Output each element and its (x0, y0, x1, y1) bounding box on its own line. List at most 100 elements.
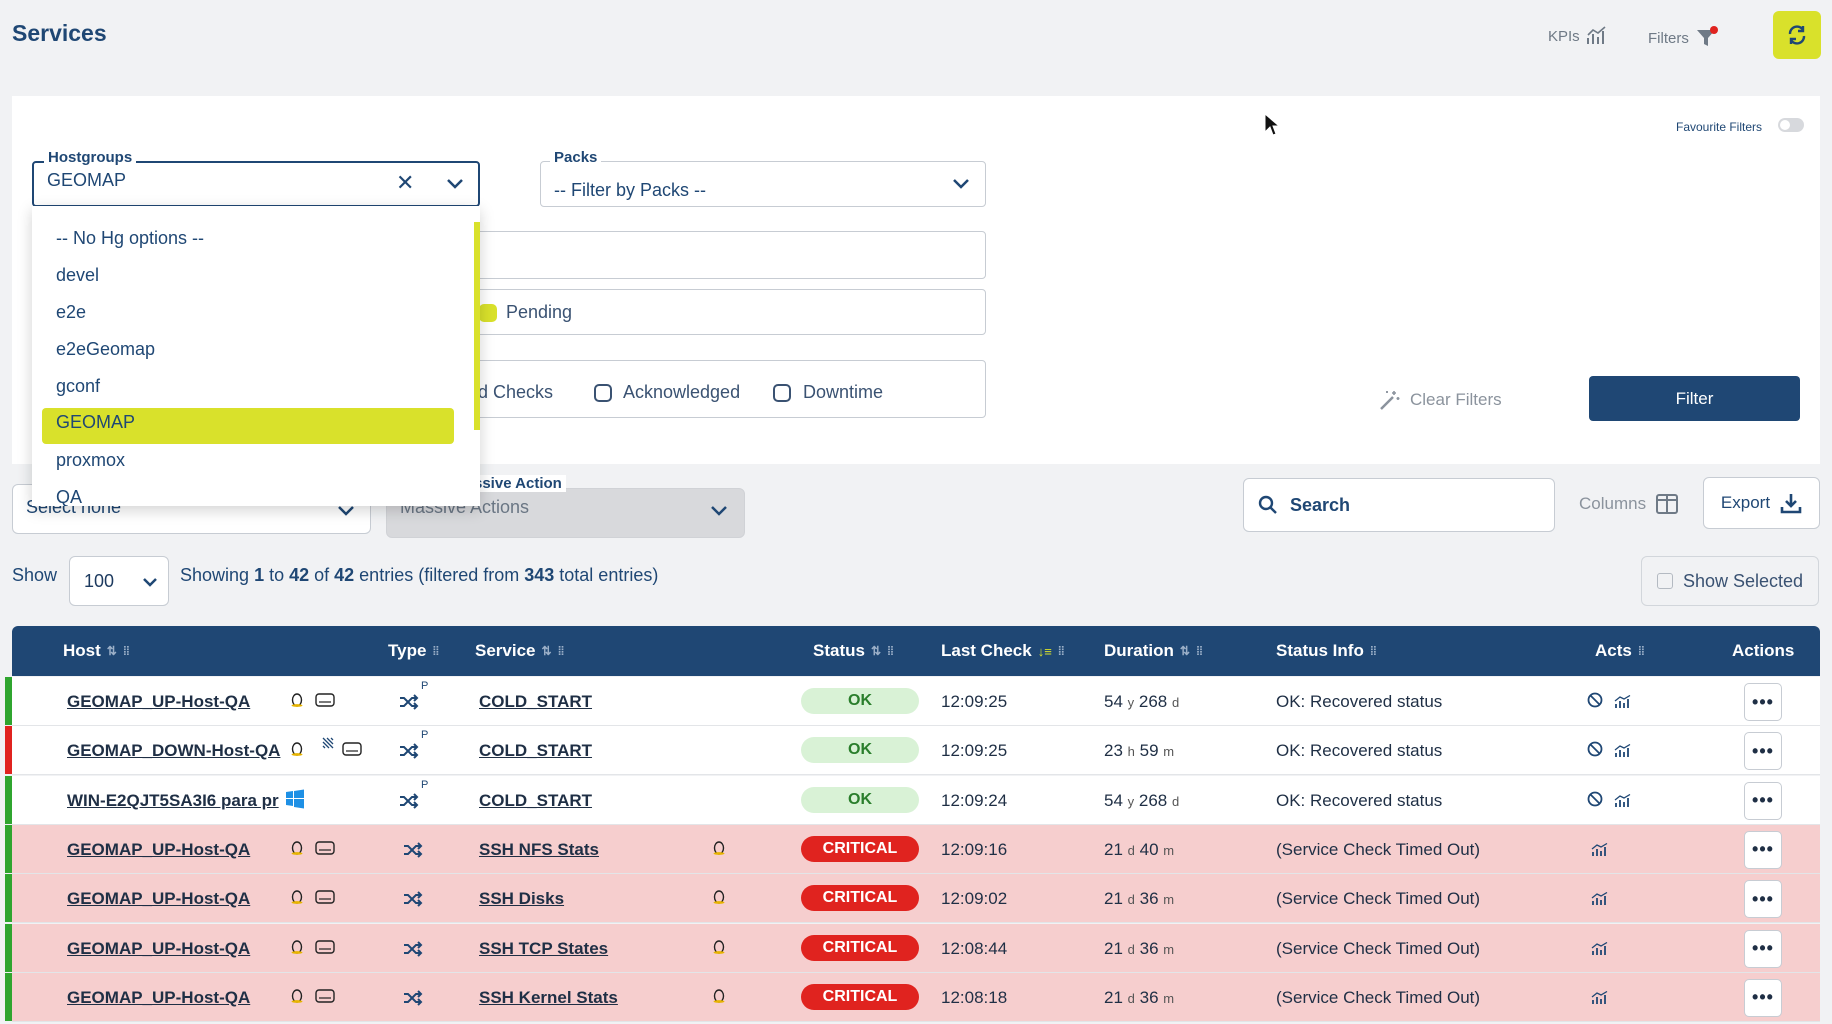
service-link[interactable]: SSH TCP States (479, 938, 609, 958)
dropdown-option[interactable]: proxmox (56, 450, 126, 470)
graph-icon[interactable] (1614, 793, 1632, 813)
drag-handle-icon[interactable]: ⁞⁞ (557, 644, 565, 658)
sort-icon[interactable]: ⇅ (1179, 644, 1190, 658)
chevron-down-icon[interactable] (446, 178, 464, 190)
dropdown-scrollbar[interactable] (474, 222, 480, 430)
column-header-host[interactable]: Host ⇅ ⁞⁞ (63, 641, 130, 661)
notifications-disabled-icon[interactable] (1587, 791, 1603, 812)
host-link[interactable]: GEOMAP_UP-Host-QA (67, 889, 251, 909)
dropdown-option[interactable]: e2eGeomap (56, 339, 156, 359)
pending-checkbox[interactable] (479, 304, 497, 322)
column-header-status[interactable]: Status ⇅ ⁞⁞ (813, 641, 894, 661)
service-link[interactable]: COLD_START (479, 790, 593, 810)
host-link[interactable]: WIN-E2QJT5SA3I6 para pr (67, 790, 279, 810)
table-row[interactable]: GEOMAP_UP-Host-QA SSH NFS Stats CRITICAL 12… (5, 824, 1820, 874)
row-actions-button[interactable]: ••• (1744, 830, 1782, 869)
columns-button[interactable]: Columns (1579, 494, 1679, 514)
dropdown-option[interactable]: e2e (56, 302, 87, 322)
passive-marker: P (421, 729, 429, 742)
column-header-actions: Actions (1732, 641, 1794, 661)
dropdown-option[interactable]: gconf (56, 376, 101, 396)
graph-icon[interactable] (1591, 842, 1609, 862)
status-badge: CRITICAL (801, 835, 919, 862)
dropdown-option[interactable]: -- No Hg options -- (56, 228, 205, 248)
sort-desc-icon[interactable]: ↓≡ (1037, 643, 1052, 659)
passive-check-icon (403, 891, 423, 912)
column-header-last-check[interactable]: Last Check ↓≡ ⁞⁞ (941, 641, 1065, 661)
refresh-button[interactable] (1773, 11, 1821, 59)
drag-handle-icon[interactable]: ⁞⁞ (122, 644, 130, 658)
kpis-button[interactable]: KPIs (1548, 26, 1608, 46)
service-link[interactable]: SSH Disks (479, 889, 565, 909)
sort-icon[interactable]: ⇅ (870, 644, 882, 658)
chevron-down-icon[interactable] (337, 505, 355, 517)
graph-icon[interactable] (1614, 744, 1632, 763)
row-actions-button[interactable]: ••• (1744, 683, 1782, 721)
host-link[interactable]: GEOMAP_UP-Host-QA (67, 839, 251, 859)
column-header-status-info[interactable]: Status Info ⁞⁞ (1276, 641, 1377, 661)
graph-icon[interactable] (1591, 990, 1609, 1010)
host-link[interactable]: GEOMAP_UP-Host-QA (67, 938, 251, 958)
sort-icon[interactable]: ⇅ (106, 644, 117, 658)
filter-button[interactable]: Filter (1589, 376, 1800, 421)
host-link[interactable]: GEOMAP_DOWN-Host-QA (67, 741, 281, 761)
dropdown-option-selected[interactable]: GEOMAP (56, 412, 136, 432)
status-info: (Service Check Timed Out) (1276, 987, 1481, 1007)
acknowledged-checkbox[interactable] (594, 384, 612, 402)
column-header-service[interactable]: Service ⇅ ⁞⁞ (475, 641, 565, 661)
notifications-disabled-icon[interactable] (1587, 692, 1603, 713)
table-row[interactable]: GEOMAP_UP-Host-QA SSH Kernel Stats CRITICA… (5, 972, 1820, 1022)
drag-handle-icon[interactable]: ⁞⁞ (432, 644, 439, 658)
network-icon (321, 736, 335, 755)
table-row[interactable]: GEOMAP_DOWN-Host-QA P COLD_START OK 12:09:25… (5, 726, 1820, 776)
chevron-down-icon[interactable] (710, 505, 728, 517)
show-selected-checkbox[interactable] (1656, 573, 1673, 589)
hostgroups-label: Hostgroups (44, 149, 137, 166)
service-link[interactable]: COLD_START (479, 692, 593, 711)
drag-handle-icon[interactable]: ⁞⁞ (1057, 644, 1065, 658)
graph-icon[interactable] (1591, 892, 1609, 911)
drag-handle-icon[interactable]: ⁞⁞ (1637, 644, 1645, 658)
table-row[interactable]: GEOMAP_UP-Host-QA P COLD_START OK 12:09:25 54… (5, 677, 1820, 726)
text-filter-field[interactable] (470, 231, 986, 279)
row-actions-button[interactable]: ••• (1744, 732, 1782, 771)
graph-icon[interactable] (1591, 941, 1609, 961)
service-link[interactable]: SSH Kernel Stats (479, 987, 618, 1007)
service-link[interactable]: COLD_START (479, 741, 593, 761)
host-link[interactable]: GEOMAP_UP-Host-QA (67, 692, 251, 711)
row-actions-button[interactable]: ••• (1744, 781, 1782, 820)
column-header-type[interactable]: Type ⁞⁞ (388, 641, 439, 661)
row-actions-button[interactable]: ••• (1744, 880, 1782, 919)
table-row[interactable]: WIN-E2QJT5SA3I6 para pr P COLD_START OK 12:0… (5, 775, 1820, 825)
filters-button[interactable]: Filters (1648, 26, 1719, 50)
sort-icon[interactable]: ⇅ (541, 644, 552, 658)
clear-icon[interactable]: ✕ (396, 170, 415, 195)
host-link[interactable]: GEOMAP_UP-Host-QA (67, 987, 251, 1007)
downtime-checkbox[interactable] (773, 384, 791, 402)
show-selected-button[interactable]: Show Selected (1641, 556, 1819, 606)
clear-filters-button[interactable]: Clear Filters (1378, 389, 1502, 411)
search-input[interactable]: Search (1243, 478, 1555, 532)
row-actions-button[interactable]: ••• (1744, 929, 1782, 968)
chevron-down-icon[interactable] (952, 178, 970, 190)
service-link[interactable]: SSH NFS Stats (479, 839, 599, 859)
notifications-disabled-icon[interactable] (1587, 741, 1603, 762)
hostgroups-select[interactable] (32, 161, 480, 207)
dropdown-option[interactable]: QA (56, 487, 83, 506)
row-actions-button[interactable]: ••• (1744, 978, 1782, 1017)
graph-icon[interactable] (1614, 694, 1632, 714)
column-header-acts[interactable]: Acts ⁞⁞ (1595, 641, 1645, 661)
page-size-select[interactable]: 100 (69, 556, 169, 606)
packs-select[interactable] (540, 161, 986, 207)
chart-icon (1586, 26, 1606, 44)
drag-handle-icon[interactable]: ⁞⁞ (1369, 644, 1377, 658)
drag-handle-icon[interactable]: ⁞⁞ (887, 644, 894, 658)
column-header-duration[interactable]: Duration ⇅ ⁞⁞ (1104, 641, 1203, 661)
duration-minor: 268 (1138, 790, 1168, 810)
export-button[interactable]: Export (1703, 477, 1820, 529)
dropdown-option[interactable]: devel (56, 265, 100, 285)
table-row[interactable]: GEOMAP_UP-Host-QA SSH TCP States CRITICAL 1… (5, 923, 1820, 973)
table-row[interactable]: GEOMAP_UP-Host-QA SSH Disks CRITICAL 12:09:… (5, 874, 1820, 924)
drag-handle-icon[interactable]: ⁞⁞ (1195, 644, 1203, 658)
favourite-filters-toggle[interactable] (1778, 118, 1804, 132)
